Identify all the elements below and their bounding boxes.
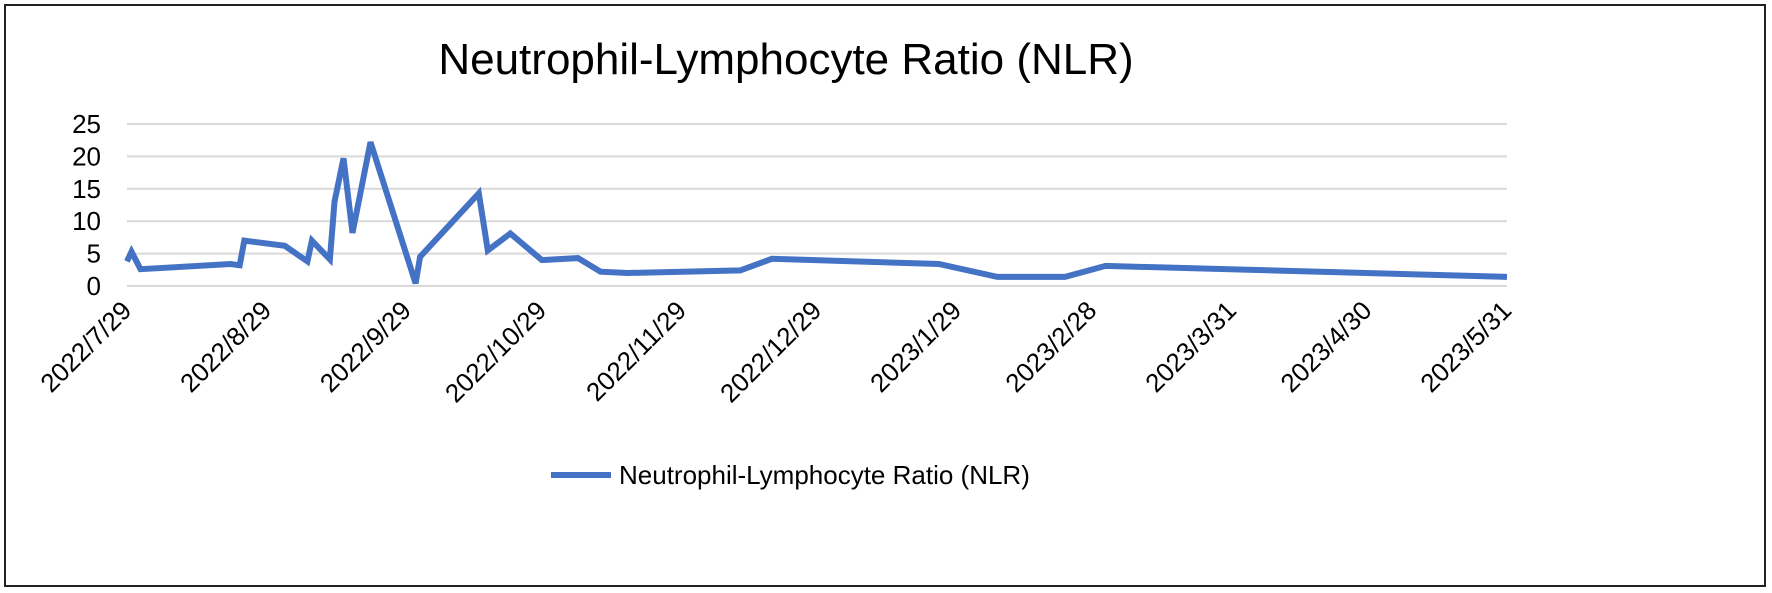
x-tick-label: 2023/3/31 [1139, 295, 1242, 398]
series-lines [124, 141, 1508, 285]
line-chart: Neutrophil-Lymphocyte Ratio (NLR) 051015… [34, 35, 1517, 490]
x-tick-label: 2022/8/29 [174, 295, 277, 398]
x-tick-label: 2022/7/29 [34, 295, 137, 398]
x-tick-label: 2022/10/29 [439, 295, 552, 408]
x-tick-label: 2023/1/29 [864, 295, 967, 398]
y-tick-label: 0 [87, 271, 101, 301]
y-tick-label: 10 [72, 206, 101, 236]
x-tick-label: 2023/2/28 [999, 295, 1102, 398]
chart-frame: Neutrophil-Lymphocyte Ratio (NLR) 0 5 10 15… [4, 4, 1766, 587]
legend: Neutrophil-Lymphocyte Ratio (NLR) [551, 460, 1030, 490]
x-tick-label: 2023/5/31 [1414, 295, 1517, 398]
y-tick-label: 20 [72, 141, 101, 171]
x-tick-label: 2022/11/29 [580, 295, 692, 407]
x-axis-tick-labels: 2022/7/29 2022/8/29 2022/9/29 2022/10/29 202… [34, 295, 1517, 408]
y-tick-label: 15 [72, 174, 101, 204]
x-tick-label: 2022/9/29 [314, 295, 417, 398]
x-tick-label: 2023/4/30 [1274, 295, 1377, 398]
chart-title: Neutrophil-Lymphocyte Ratio (NLR) [438, 35, 1133, 84]
y-tick-label: 25 [72, 109, 101, 139]
series-line [124, 141, 1508, 285]
x-tick-label: 2022/12/29 [714, 295, 827, 408]
legend-label: Neutrophil-Lymphocyte Ratio (NLR) [619, 460, 1030, 490]
y-tick-label: 5 [87, 239, 101, 269]
